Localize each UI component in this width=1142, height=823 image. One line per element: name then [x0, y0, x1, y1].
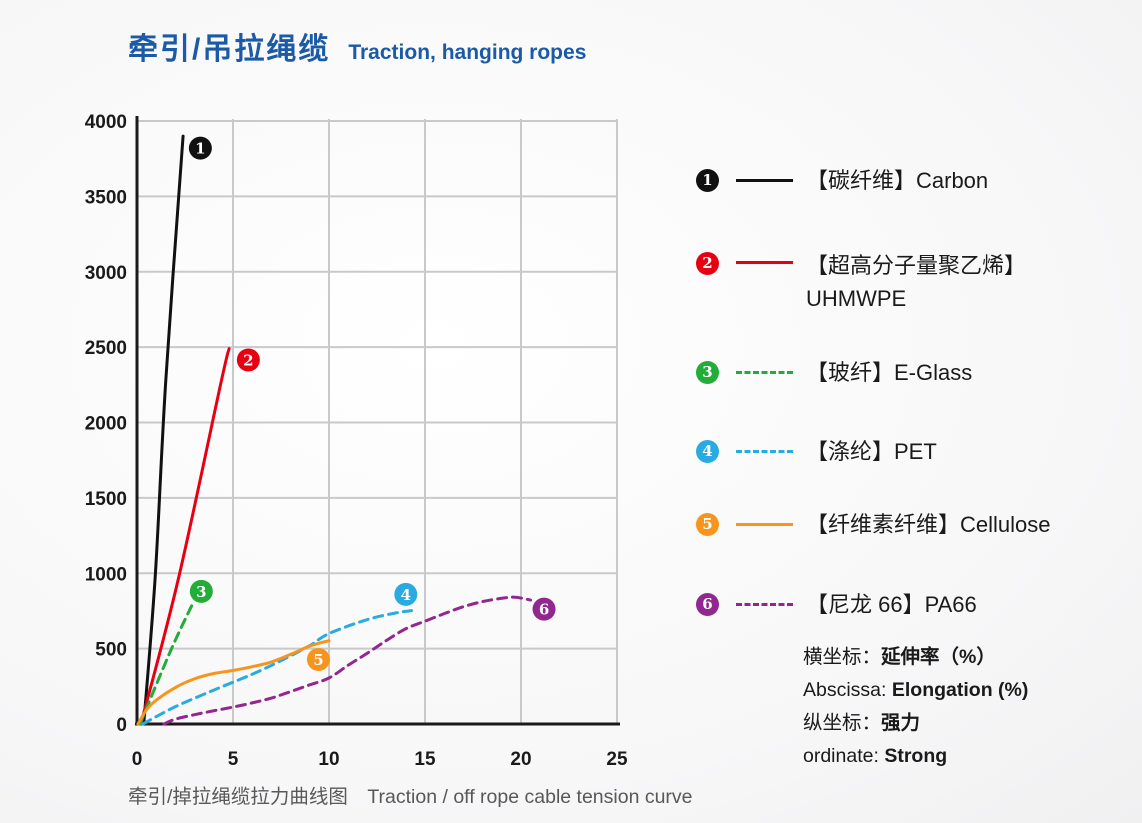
- badge-circle: [532, 597, 556, 621]
- note-value: Elongation (%): [891, 679, 1029, 701]
- y-tick-label: 0: [116, 715, 127, 736]
- axis-notes: 横坐标：延伸率（%） Abscissa: Elongation (%) 纵坐标：…: [803, 641, 1028, 773]
- title-english: Traction, hanging ropes: [348, 41, 587, 64]
- y-tick-label: 500: [95, 640, 127, 661]
- x-tick-label: 5: [228, 749, 239, 770]
- note-value: 强力: [881, 712, 921, 734]
- legend-line-sample: [736, 450, 793, 453]
- x-tick-label: 25: [606, 749, 628, 770]
- legend-label: 【碳纤维】Carbon: [806, 168, 989, 193]
- note-ordinate-cn: 纵坐标：强力: [803, 707, 1028, 740]
- curve-uhmwpe: [139, 347, 231, 726]
- y-tick-label: 3000: [85, 263, 127, 284]
- legend-label: 【尼龙 66】PA66: [806, 592, 977, 617]
- y-tick-label: 2000: [85, 414, 127, 435]
- chart-axes: [135, 116, 620, 726]
- legend-item-uhmwpe: 2 【超高分子量聚乙烯】 UHMWPE: [696, 249, 1026, 315]
- y-tick-label: 1500: [85, 489, 127, 510]
- legend-line-sample: [736, 371, 793, 374]
- x-tick-label: 20: [510, 749, 531, 770]
- y-tick-label: 1000: [85, 564, 127, 585]
- chart-badge-4: 4: [394, 582, 418, 606]
- x-tick-label: 15: [414, 749, 436, 770]
- chart-grid: [137, 119, 618, 724]
- note-abscissa-en: Abscissa: Elongation (%): [803, 674, 1028, 707]
- x-tick-label: 0: [132, 749, 143, 770]
- y-tick-label: 3500: [85, 187, 127, 208]
- badge-circle: [306, 647, 330, 671]
- legend-item-carbon: 1 【碳纤维】Carbon: [696, 164, 988, 197]
- curve-carbon: [142, 134, 185, 726]
- caption-chinese: 牵引/掉拉绳缆拉力曲线图: [128, 786, 348, 808]
- note-prefix: 纵坐标：: [803, 712, 882, 734]
- chart-badge-2: 2: [236, 348, 260, 372]
- badge-number: 5: [313, 651, 323, 669]
- chart-badge-6: 6: [532, 597, 556, 621]
- y-tick-label: 2500: [85, 338, 127, 359]
- curve-cellulose: [136, 639, 331, 726]
- note-value: Strong: [884, 745, 948, 767]
- caption-english: Traction / off rope cable tension curve: [367, 786, 693, 808]
- badge-number: 1: [195, 140, 205, 158]
- badge-circle: [394, 582, 418, 606]
- legend-item-eglass: 3 【玻纤】E-Glass: [696, 356, 972, 389]
- legend-badge-5: 5: [696, 513, 719, 536]
- legend-label: 【超高分子量聚乙烯】 UHMWPE: [806, 253, 1027, 311]
- curve-pet: [141, 609, 414, 726]
- legend-badge-2: 2: [696, 252, 719, 275]
- badge-number: 6: [539, 601, 549, 619]
- note-abscissa-cn: 横坐标：延伸率（%）: [803, 641, 1028, 674]
- chart-badge-1: 1: [188, 136, 212, 160]
- note-prefix: Abscissa:: [803, 679, 892, 701]
- legend-label: 【玻纤】E-Glass: [806, 360, 973, 385]
- legend-line-sample: [736, 523, 793, 526]
- page-title: 牵引/吊拉绳缆 Traction, hanging ropes: [128, 24, 586, 68]
- legend-item-cellulose: 5 【纤维素纤维】Cellulose: [696, 508, 1051, 541]
- curve-pa66: [162, 595, 533, 726]
- legend-item-pet: 4 【涤纶】PET: [696, 435, 937, 468]
- x-tick-label: 10: [318, 749, 339, 770]
- legend-label: 【涤纶】PET: [806, 439, 937, 464]
- legend-badge-1: 1: [696, 169, 719, 192]
- legend-item-pa66: 6 【尼龙 66】PA66: [696, 588, 977, 621]
- note-prefix: ordinate:: [803, 745, 885, 767]
- chart-badge-3: 3: [189, 579, 213, 603]
- badge-number: 3: [196, 583, 206, 601]
- note-value: 延伸率（%）: [881, 646, 996, 668]
- badge-number: 2: [243, 351, 253, 369]
- badge-circle: [189, 579, 213, 603]
- legend-badge-6: 6: [696, 593, 719, 616]
- title-chinese: 牵引/吊拉绳缆: [128, 33, 331, 66]
- badge-circle: [236, 348, 260, 372]
- chart-caption: 牵引/掉拉绳缆拉力曲线图 Traction / off rope cable t…: [128, 780, 693, 809]
- y-tick-label: 4000: [85, 112, 127, 133]
- badge-circle: [188, 136, 212, 160]
- legend-line-sample: [736, 261, 793, 264]
- note-ordinate-en: ordinate: Strong: [803, 740, 1028, 773]
- legend-line-sample: [736, 179, 793, 182]
- note-prefix: 横坐标：: [803, 646, 882, 668]
- legend-badge-3: 3: [696, 361, 719, 384]
- badge-number: 4: [401, 586, 411, 604]
- legend-label: 【纤维素纤维】Cellulose: [806, 512, 1051, 537]
- legend-badge-4: 4: [696, 440, 719, 463]
- chart-badge-5: 5: [306, 647, 330, 671]
- legend-line-sample: [736, 603, 793, 606]
